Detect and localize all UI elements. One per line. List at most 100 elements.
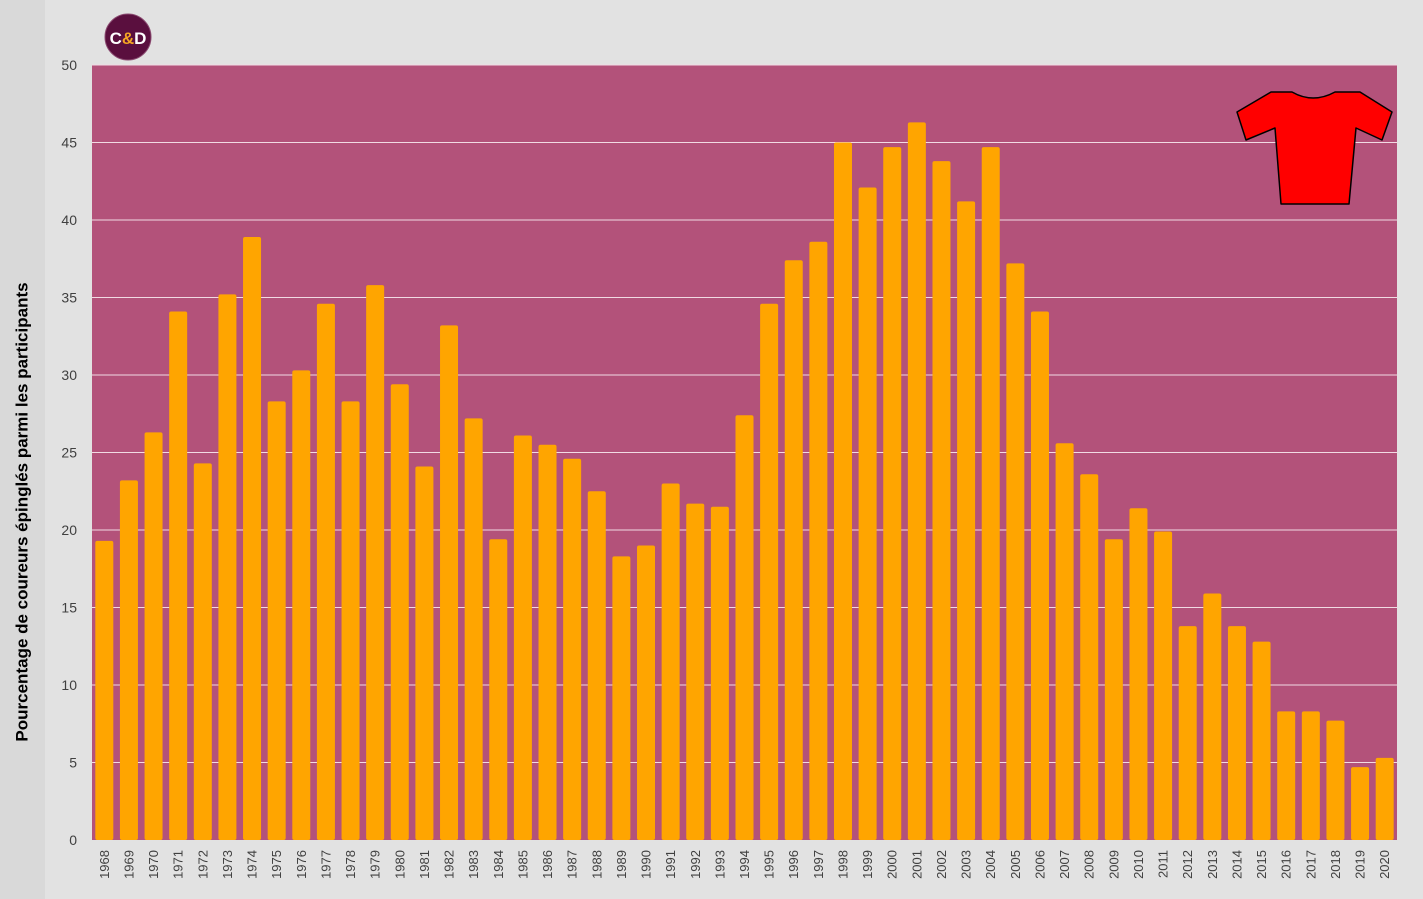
x-tick-label-2004: 2004 bbox=[983, 850, 998, 879]
x-tick-label-2006: 2006 bbox=[1032, 850, 1047, 879]
bar-2009 bbox=[1104, 539, 1123, 840]
x-tick-label-2016: 2016 bbox=[1279, 850, 1294, 879]
bar-2019 bbox=[1351, 767, 1370, 840]
y-tick-label-0: 0 bbox=[69, 832, 77, 848]
y-tick-label-30: 30 bbox=[61, 367, 77, 383]
x-tick-label-1996: 1996 bbox=[786, 850, 801, 879]
x-tick-label-1987: 1987 bbox=[565, 850, 580, 879]
bar-1988 bbox=[587, 491, 606, 840]
y-tick-label-20: 20 bbox=[61, 522, 77, 538]
x-tick-label-1976: 1976 bbox=[294, 850, 309, 879]
y-tick-label-40: 40 bbox=[61, 212, 77, 228]
y-tick-label-25: 25 bbox=[61, 445, 77, 461]
x-tick-label-2002: 2002 bbox=[934, 850, 949, 879]
x-tick-label-1997: 1997 bbox=[811, 850, 826, 879]
bar-1969 bbox=[119, 480, 138, 840]
bar-2016 bbox=[1277, 711, 1296, 840]
bar-1992 bbox=[686, 503, 705, 840]
bar-2008 bbox=[1080, 474, 1099, 840]
x-tick-label-1973: 1973 bbox=[220, 850, 235, 879]
bar-2011 bbox=[1154, 531, 1173, 840]
x-tick-label-1993: 1993 bbox=[712, 850, 727, 879]
x-axis-ticks: 1968 1969 1970 1971 1972 1973 1974 1975 1976 1977… bbox=[97, 850, 1392, 879]
y-tick-label-50: 50 bbox=[61, 57, 77, 73]
x-tick-label-2003: 2003 bbox=[959, 850, 974, 879]
x-tick-label-1985: 1985 bbox=[515, 850, 530, 879]
bar-1975 bbox=[267, 401, 286, 840]
x-tick-label-1981: 1981 bbox=[417, 850, 432, 879]
bar-1976 bbox=[292, 370, 311, 840]
bar-2007 bbox=[1055, 443, 1074, 840]
x-tick-label-2001: 2001 bbox=[909, 850, 924, 879]
bar-2015 bbox=[1252, 641, 1271, 840]
cd-logo-icon: C&D bbox=[104, 13, 152, 61]
x-tick-label-2013: 2013 bbox=[1205, 850, 1220, 879]
bar-1973 bbox=[218, 294, 237, 840]
bar-2017 bbox=[1301, 711, 1320, 840]
x-tick-label-1986: 1986 bbox=[540, 850, 555, 879]
bar-2002 bbox=[932, 161, 951, 841]
bar-1983 bbox=[464, 418, 483, 840]
bar-1977 bbox=[316, 303, 335, 840]
x-tick-label-2010: 2010 bbox=[1131, 850, 1146, 879]
bar-1987 bbox=[563, 458, 582, 840]
x-tick-label-2000: 2000 bbox=[885, 850, 900, 879]
x-tick-label-2007: 2007 bbox=[1057, 850, 1072, 879]
x-tick-label-2015: 2015 bbox=[1254, 850, 1269, 879]
x-tick-label-1999: 1999 bbox=[860, 850, 875, 879]
bar-2014 bbox=[1227, 626, 1246, 840]
x-tick-label-2012: 2012 bbox=[1180, 850, 1195, 879]
bar-1994 bbox=[735, 415, 754, 840]
x-tick-label-1994: 1994 bbox=[737, 850, 752, 879]
x-tick-label-1983: 1983 bbox=[466, 850, 481, 879]
bar-1982 bbox=[440, 325, 459, 840]
bar-1990 bbox=[637, 545, 656, 840]
bars bbox=[95, 122, 1394, 841]
x-tick-label-1991: 1991 bbox=[663, 850, 678, 879]
logo-text: C&D bbox=[110, 29, 147, 48]
x-tick-label-2011: 2011 bbox=[1156, 850, 1171, 878]
x-tick-label-1975: 1975 bbox=[269, 850, 284, 879]
x-tick-label-1969: 1969 bbox=[121, 850, 136, 879]
x-tick-label-1989: 1989 bbox=[614, 850, 629, 879]
bar-2001 bbox=[907, 122, 926, 841]
x-tick-label-2020: 2020 bbox=[1377, 850, 1392, 879]
x-tick-label-2019: 2019 bbox=[1353, 850, 1368, 879]
bar-1986 bbox=[538, 444, 557, 840]
x-tick-label-1971: 1971 bbox=[171, 850, 186, 879]
bar-1981 bbox=[415, 466, 434, 840]
y-tick-label-10: 10 bbox=[61, 677, 77, 693]
bar-2010 bbox=[1129, 508, 1148, 840]
bar-1970 bbox=[144, 432, 163, 840]
x-tick-label-1988: 1988 bbox=[589, 850, 604, 879]
bar-2004 bbox=[981, 147, 1000, 840]
x-tick-label-2018: 2018 bbox=[1328, 850, 1343, 879]
x-tick-label-1974: 1974 bbox=[245, 850, 260, 879]
x-tick-label-1984: 1984 bbox=[491, 850, 506, 879]
x-tick-label-1978: 1978 bbox=[343, 850, 358, 879]
bar-1997 bbox=[809, 241, 828, 840]
bar-2006 bbox=[1030, 311, 1049, 840]
bar-2005 bbox=[1006, 263, 1025, 840]
bar-1972 bbox=[193, 463, 212, 840]
x-tick-label-1977: 1977 bbox=[318, 850, 333, 879]
x-tick-label-1995: 1995 bbox=[762, 850, 777, 879]
x-tick-label-2017: 2017 bbox=[1303, 850, 1318, 879]
x-tick-label-2014: 2014 bbox=[1229, 850, 1244, 879]
y-tick-label-35: 35 bbox=[61, 290, 77, 306]
bar-1985 bbox=[513, 435, 532, 840]
y-tick-label-45: 45 bbox=[61, 135, 77, 151]
x-tick-label-1970: 1970 bbox=[146, 850, 161, 879]
x-tick-label-1979: 1979 bbox=[368, 850, 383, 879]
bar-1979 bbox=[366, 285, 385, 841]
x-tick-label-1998: 1998 bbox=[835, 850, 850, 879]
bar-1989 bbox=[612, 556, 631, 840]
bar-1993 bbox=[710, 506, 729, 840]
bar-1974 bbox=[243, 237, 262, 841]
bar-1998 bbox=[833, 142, 852, 840]
bar-2000 bbox=[883, 147, 902, 840]
bar-1999 bbox=[858, 187, 877, 840]
x-tick-label-1980: 1980 bbox=[392, 850, 407, 879]
bar-1996 bbox=[784, 260, 803, 840]
